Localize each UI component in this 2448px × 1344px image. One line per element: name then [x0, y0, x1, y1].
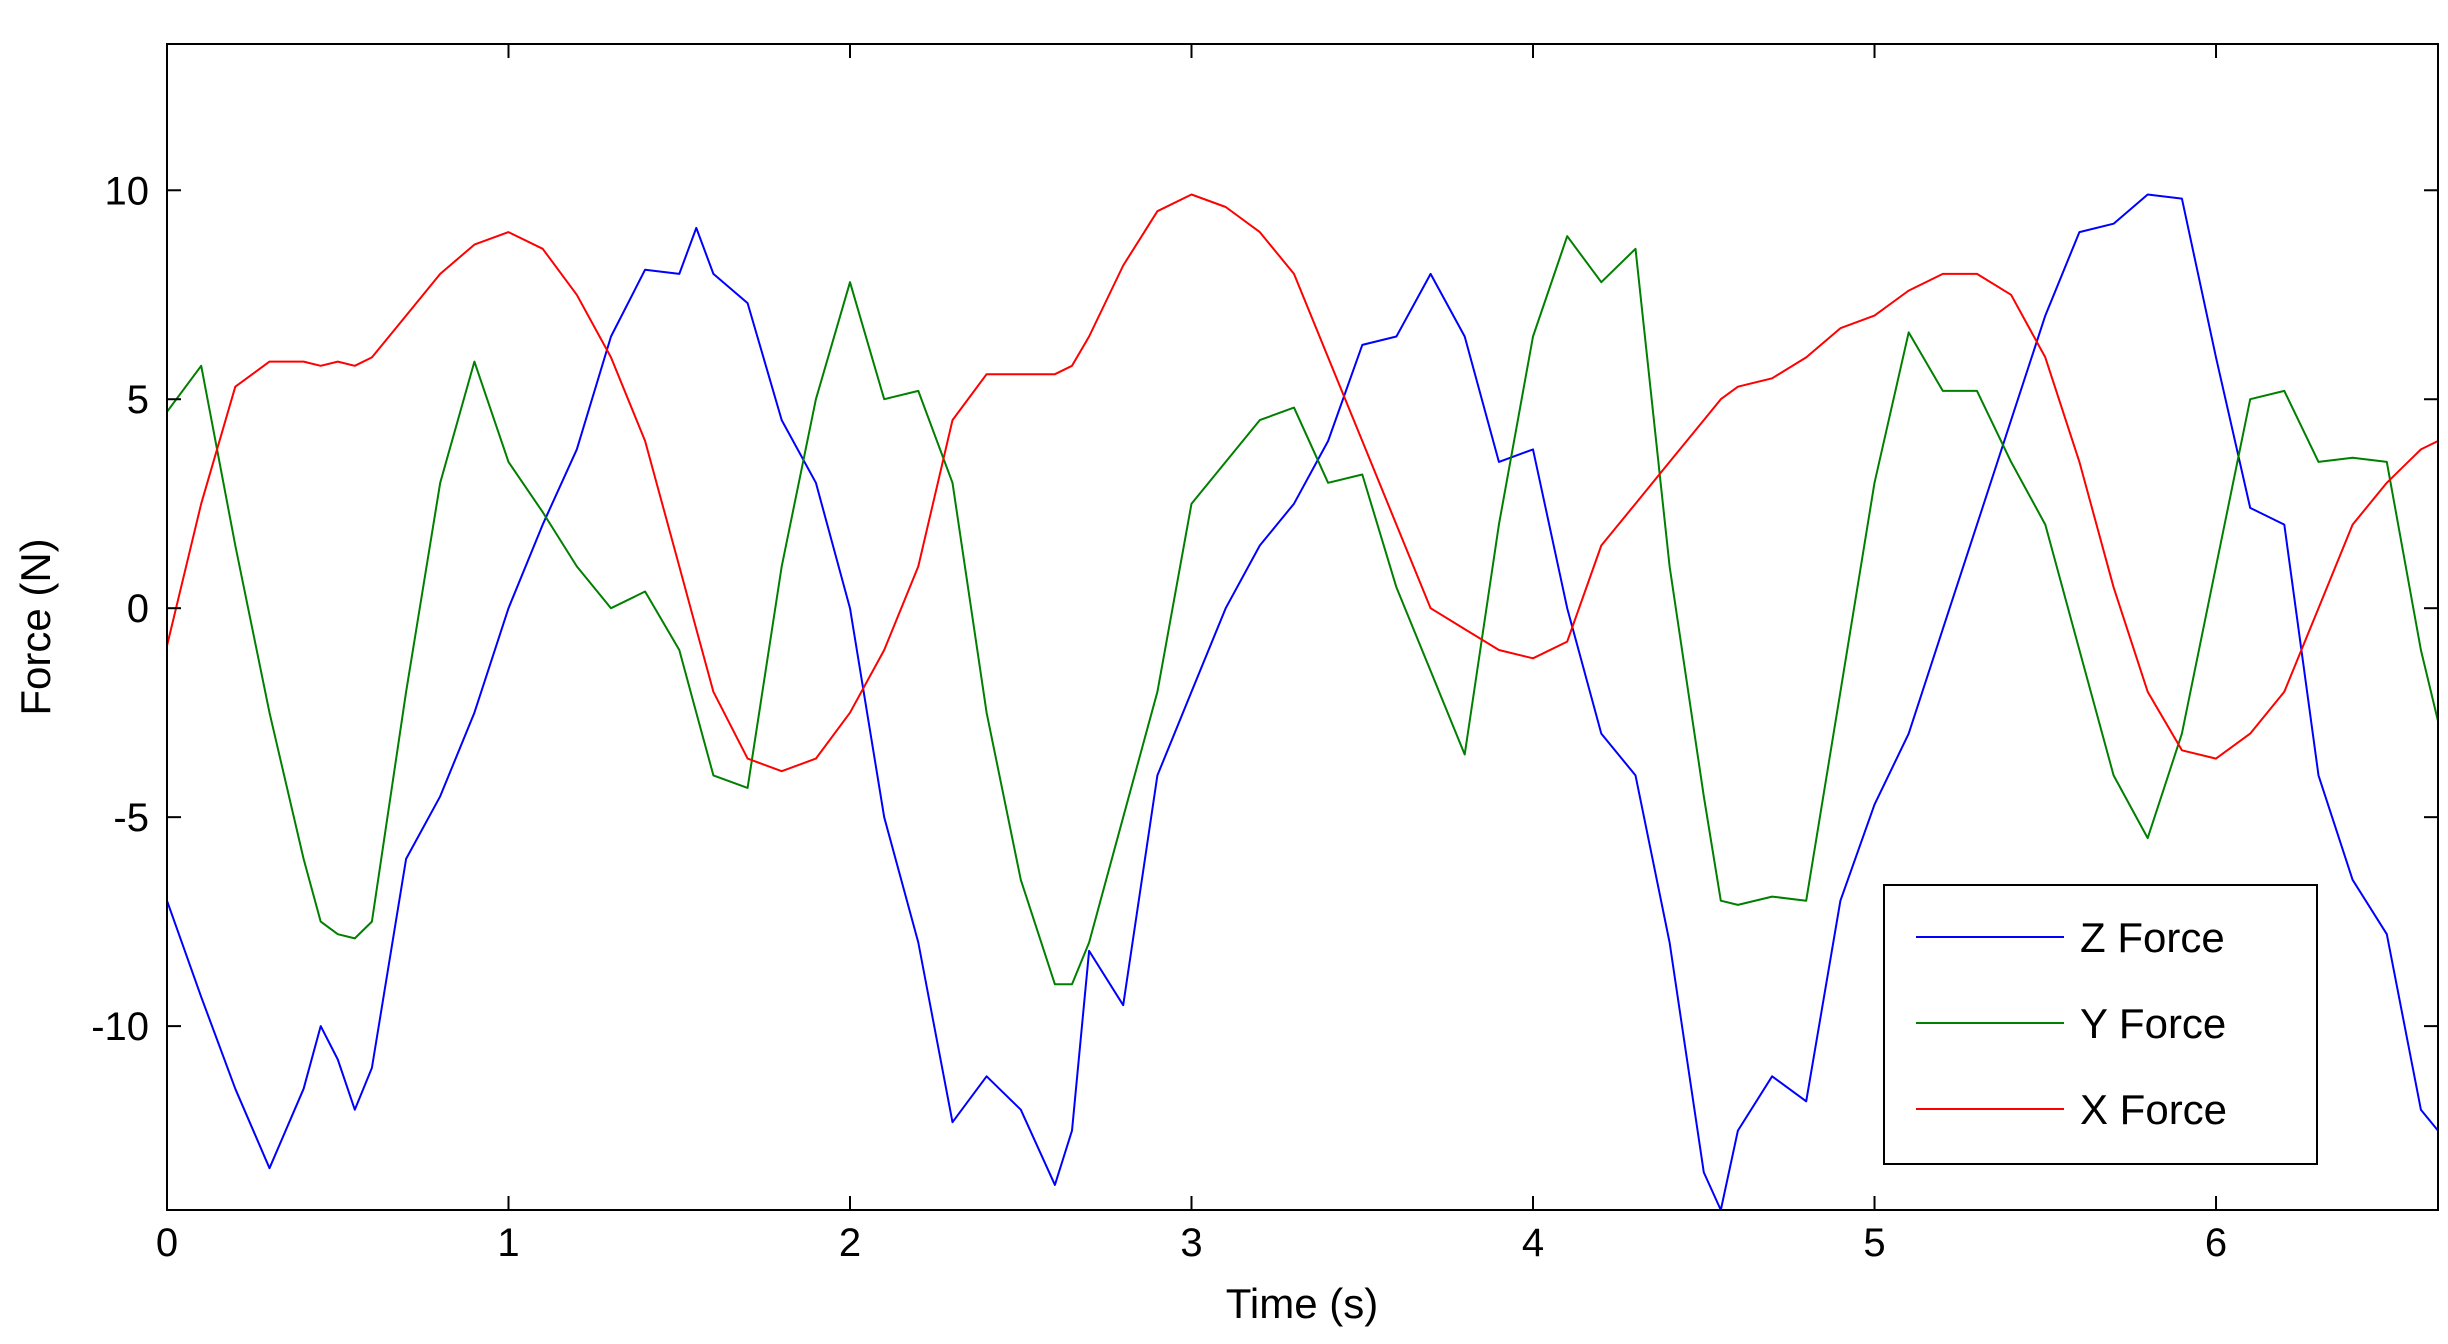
y-tick-label: 0 — [127, 587, 149, 631]
x-tick-label: 2 — [839, 1221, 861, 1265]
series-layer — [166, 193, 2439, 1211]
y-tick-label: -10 — [91, 1005, 149, 1049]
x-tick-label: 6 — [2205, 1221, 2227, 1265]
x-tick-label: 0 — [156, 1221, 178, 1265]
legend-label-y-force: Y Force — [2080, 1000, 2226, 1047]
x-tick-label: 1 — [497, 1221, 519, 1265]
legend-label-x-force: X Force — [2080, 1086, 2227, 1133]
ticks-layer: 0 1 2 3 4 5 6 -10 -5 0 5 10 — [91, 44, 2438, 1265]
series-line-x-force — [166, 193, 2439, 773]
series-line-y-force — [166, 235, 2439, 986]
y-tick-label: -5 — [113, 796, 149, 840]
y-tick-label: 5 — [127, 378, 149, 422]
legend-label-z-force: Z Force — [2080, 914, 2225, 961]
x-tick-label: 3 — [1180, 1221, 1202, 1265]
series-line-z-force — [166, 193, 2439, 1211]
x-tick-label: 4 — [1522, 1221, 1544, 1265]
x-axis-label: Time (s) — [1226, 1280, 1378, 1327]
legend-box — [1883, 884, 2318, 1165]
y-axis-label: Force (N) — [12, 538, 59, 715]
plot-frame — [166, 43, 2439, 1211]
x-tick-label: 5 — [1863, 1221, 1885, 1265]
legend: Z Force Y Force X Force — [1883, 884, 2318, 1165]
y-tick-label: 10 — [105, 169, 150, 213]
